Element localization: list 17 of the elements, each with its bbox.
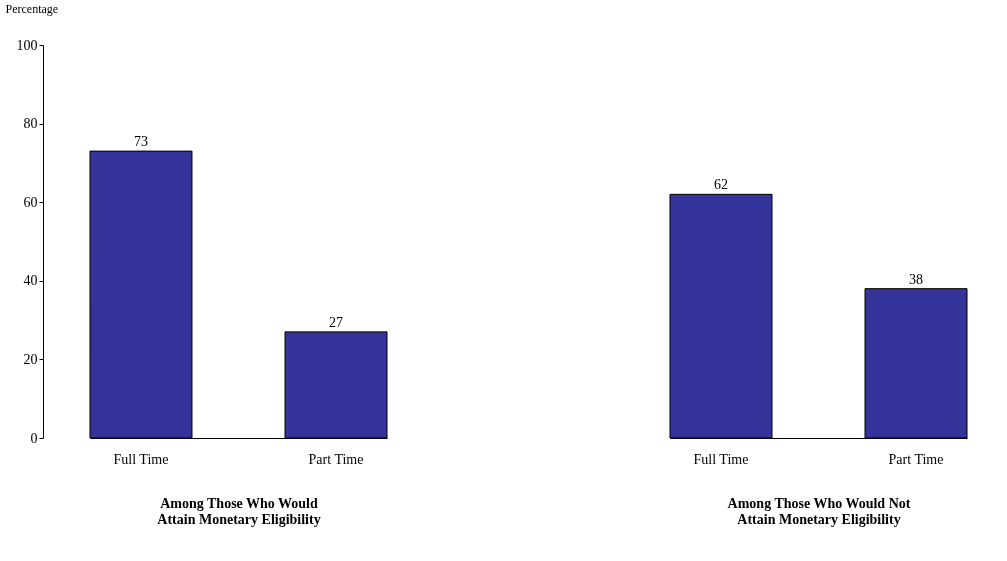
x-tick-label: Part Time	[308, 451, 364, 467]
y-tick-label: 60	[23, 194, 38, 210]
y-tick-label: 100	[16, 37, 38, 53]
data-label: 38	[909, 271, 923, 287]
data-label: 73	[134, 134, 148, 150]
x-tick-label: Full Time	[113, 451, 169, 467]
y-axis-title: Percentage	[5, 1, 59, 16]
x-axis-title: Among Those Who Would Not Attain Monetary Eligibility	[727, 495, 911, 527]
data-label: 62	[714, 177, 728, 193]
y-tick-label: 0	[30, 430, 38, 446]
x-axis-title: Among Those Who Would Attain Monetary Eligibility	[157, 495, 321, 527]
y-tick-label: 80	[23, 116, 38, 132]
y-tick-label: 40	[23, 273, 38, 289]
data-label: 27	[329, 314, 343, 330]
x-tick-label: Full Time	[693, 451, 749, 467]
y-tick-label: 20	[23, 351, 38, 367]
x-tick-label: Part Time	[888, 451, 944, 467]
